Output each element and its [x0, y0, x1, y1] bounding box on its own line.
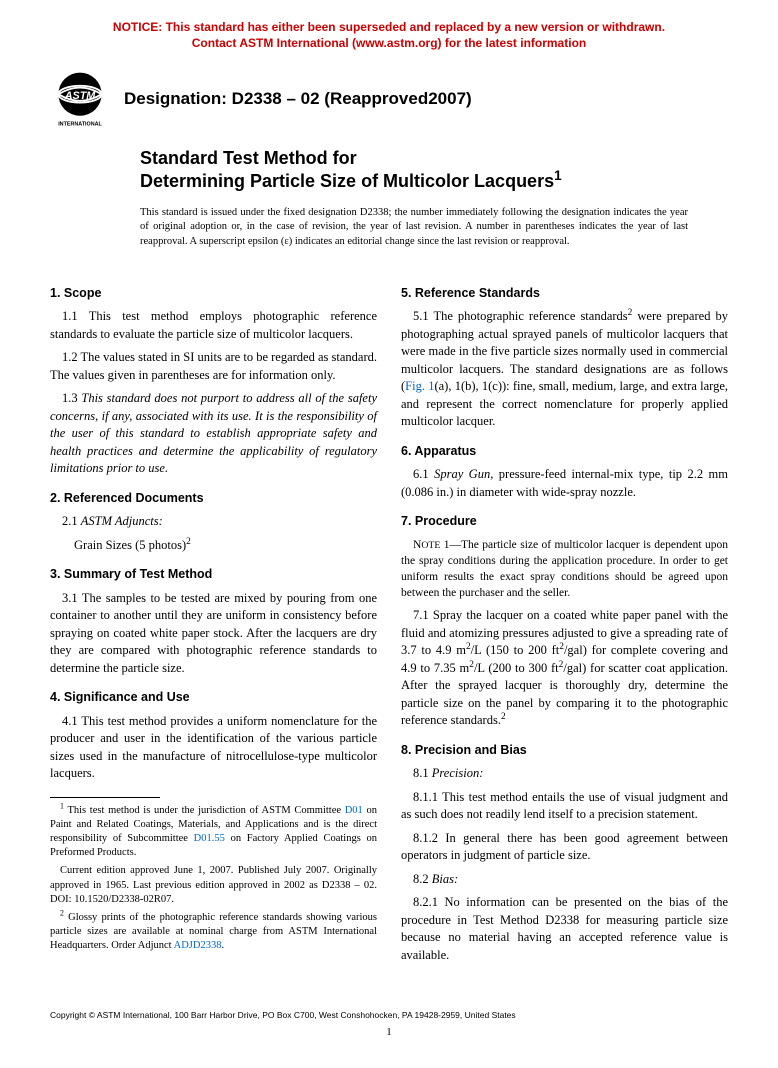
apparatus-head: 6. Apparatus	[401, 443, 728, 461]
fn2-link[interactable]: ADJD2338	[174, 940, 222, 951]
refdocs-p1-num: 2.1	[62, 514, 81, 528]
copyright: Copyright © ASTM International, 100 Barr…	[50, 1010, 728, 1020]
summary-p1: 3.1 The samples to be tested are mixed b…	[50, 590, 377, 678]
refstd-fig-link[interactable]: Fig. 1	[405, 379, 434, 393]
notice-banner: NOTICE: This standard has either been su…	[50, 20, 728, 51]
procedure-note: NOTE 1—The particle size of multicolor l…	[401, 537, 728, 601]
precision-81: 8.1 Precision:	[401, 765, 728, 783]
proc-sup: 2	[501, 712, 506, 722]
fn1-link1[interactable]: D01	[345, 805, 363, 816]
refdocs-p2-text: Grain Sizes (5 photos)	[74, 538, 186, 552]
apparatus-num: 6.1	[413, 467, 434, 481]
header-row: ASTM INTERNATIONAL Designation: D2338 – …	[50, 69, 728, 129]
notice-line2: Contact ASTM International (www.astm.org…	[192, 36, 586, 50]
notice-line1: NOTICE: This standard has either been su…	[113, 20, 665, 34]
proc-d: /L (200 to 300 ft	[474, 661, 559, 675]
proc-b: /L (150 to 200 ft	[471, 643, 560, 657]
title-main-text: Determining Particle Size of Multicolor …	[140, 171, 554, 191]
two-column-body: 1. Scope 1.1 This test method employs ph…	[50, 273, 728, 970]
bias-821: 8.2.1 No information can be presented on…	[401, 894, 728, 964]
page-number: 1	[50, 1026, 728, 1038]
scope-p3: 1.3 This standard does not purport to ad…	[50, 390, 377, 478]
issuance-note: This standard is issued under the fixed …	[140, 206, 688, 249]
scope-p3-ital: This standard does not purport to addres…	[50, 391, 377, 475]
note-body: 1—The particle size of multicolor lacque…	[401, 539, 728, 599]
p81-ital: Precision:	[432, 766, 484, 780]
significance-p1: 4.1 This test method provides a uniform …	[50, 713, 377, 783]
procedure-p1: 7.1 Spray the lacquer on a coated white …	[401, 607, 728, 730]
astm-logo: ASTM INTERNATIONAL	[50, 69, 110, 129]
procedure-head: 7. Procedure	[401, 513, 728, 531]
p82-num: 8.2	[413, 872, 432, 886]
precision-812: 8.1.2 In general there has been good agr…	[401, 830, 728, 865]
scope-head: 1. Scope	[50, 285, 377, 303]
title-sup: 1	[554, 168, 562, 183]
refstd-p1-a: 5.1 The photographic reference standards	[413, 309, 628, 323]
precision-head: 8. Precision and Bias	[401, 742, 728, 760]
apparatus-p1: 6.1 Spray Gun, pressure-feed internal-mi…	[401, 466, 728, 501]
scope-p1: 1.1 This test method employs photographi…	[50, 308, 377, 343]
title-super: Standard Test Method for	[140, 147, 728, 170]
scope-p2: 1.2 The values stated in SI units are to…	[50, 349, 377, 384]
svg-text:ASTM: ASTM	[64, 90, 97, 102]
refdocs-p2-sup: 2	[186, 537, 191, 547]
fn1-link2[interactable]: D01.55	[194, 833, 225, 844]
refdocs-p1: 2.1 ASTM Adjuncts:	[62, 513, 377, 531]
refdocs-p2: Grain Sizes (5 photos)2	[74, 537, 377, 555]
note-ote: OTE	[421, 540, 440, 551]
significance-head: 4. Significance and Use	[50, 689, 377, 707]
left-column: 1. Scope 1.1 This test method employs ph…	[50, 273, 377, 970]
footnote-rule	[50, 797, 160, 798]
p81-num: 8.1	[413, 766, 432, 780]
svg-text:INTERNATIONAL: INTERNATIONAL	[58, 122, 102, 128]
scope-p3-num: 1.3	[62, 391, 81, 405]
p82-ital: Bias:	[432, 872, 458, 886]
fn2-b: .	[221, 940, 224, 951]
bias-82: 8.2 Bias:	[401, 871, 728, 889]
apparatus-ital: Spray Gun,	[434, 467, 493, 481]
refdocs-p1-ital: ASTM Adjuncts:	[81, 514, 163, 528]
precision-811: 8.1.1 This test method entails the use o…	[401, 789, 728, 824]
footnote-1b: Current edition approved June 1, 2007. P…	[50, 864, 377, 907]
fn1-a: This test method is under the jurisdicti…	[64, 805, 345, 816]
refstd-p1: 5.1 The photographic reference standards…	[401, 308, 728, 431]
page: NOTICE: This standard has either been su…	[0, 0, 778, 1068]
summary-head: 3. Summary of Test Method	[50, 566, 377, 584]
refstd-p1-c: (a), 1(b), 1(c)): fine, small, medium, l…	[401, 379, 728, 428]
title-main: Determining Particle Size of Multicolor …	[140, 170, 728, 193]
footnote-1: 1 This test method is under the jurisdic…	[50, 804, 377, 861]
refdocs-head: 2. Referenced Documents	[50, 490, 377, 508]
refstd-head: 5. Reference Standards	[401, 285, 728, 303]
designation: Designation: D2338 – 02 (Reapproved2007)	[124, 89, 472, 109]
title-block: Standard Test Method for Determining Par…	[140, 147, 728, 192]
right-column: 5. Reference Standards 5.1 The photograp…	[401, 273, 728, 970]
footnote-2: 2 Glossy prints of the photographic refe…	[50, 911, 377, 954]
